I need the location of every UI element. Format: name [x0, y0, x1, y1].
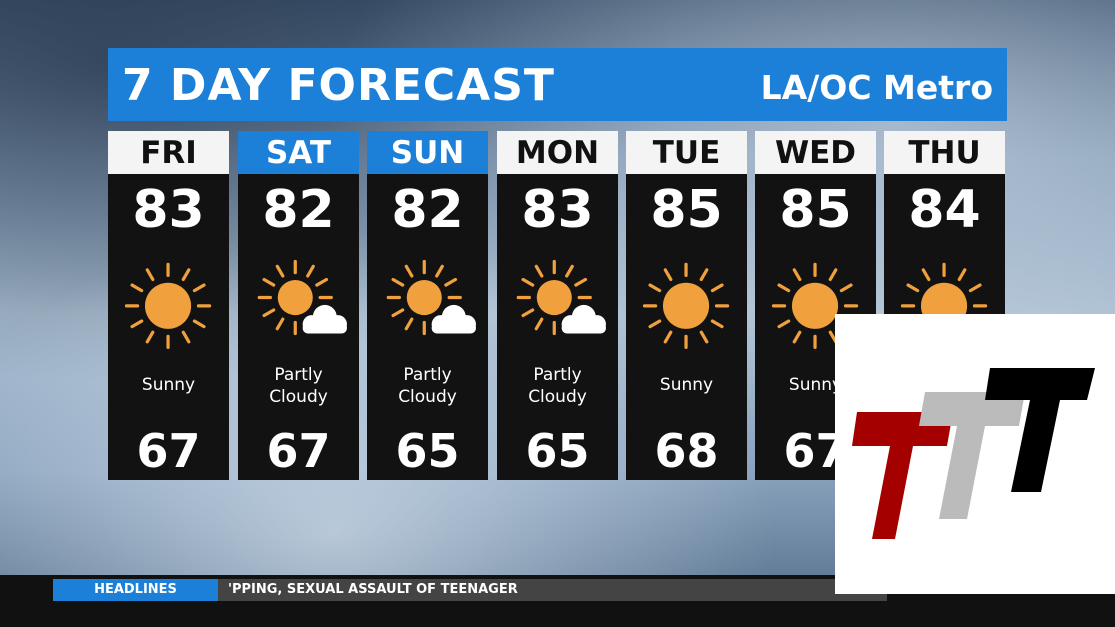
day-label: SUN: [367, 131, 488, 174]
condition-text: Partly Cloudy: [528, 365, 587, 407]
day-column: SUN 82 Partly Cloudy 65: [367, 131, 488, 480]
low-temp: 67: [266, 424, 331, 478]
ttt-logo: [835, 314, 1115, 594]
day-column: FRI 83 Sunny 67: [108, 131, 229, 480]
condition-text: Sunny: [788, 375, 843, 395]
ticker-text: 'PPING, SEXUAL ASSAULT OF TEENAGER: [218, 579, 887, 601]
partly-cloudy-icon: [386, 259, 476, 336]
high-temp: 83: [521, 180, 594, 240]
day-column: MON 83 Partly Cloudy 65: [497, 131, 618, 480]
sun-icon: [771, 262, 859, 350]
sun-icon: [642, 262, 730, 350]
low-temp: 68: [654, 424, 719, 478]
sun-icon: [124, 262, 212, 350]
low-temp: 65: [525, 424, 590, 478]
condition-text: Sunny: [659, 375, 714, 395]
day-label: THU: [884, 131, 1005, 174]
low-temp: 67: [136, 424, 201, 478]
low-temp: 65: [395, 424, 460, 478]
partly-cloudy-icon: [516, 259, 606, 336]
day-panel: 83 Sunny 67: [108, 174, 229, 480]
day-label: MON: [497, 131, 618, 174]
high-temp: 85: [779, 180, 852, 240]
high-temp: 82: [262, 180, 335, 240]
forecast-header: 7 DAY FORECAST LA/OC Metro: [108, 48, 1007, 121]
ticker-label: HEADLINES: [53, 579, 218, 601]
day-label: WED: [755, 131, 876, 174]
high-temp: 83: [132, 180, 205, 240]
condition-text: Partly Cloudy: [398, 365, 457, 407]
day-label: SAT: [238, 131, 359, 174]
day-label: TUE: [626, 131, 747, 174]
partly-cloudy-icon: [257, 259, 347, 336]
day-column: TUE 85 Sunny 68: [626, 131, 747, 480]
high-temp: 82: [391, 180, 464, 240]
page-title: 7 DAY FORECAST: [122, 60, 555, 111]
day-column: SAT 82 Partly Cloudy 67: [238, 131, 359, 480]
day-panel: 85 Sunny 68: [626, 174, 747, 480]
condition-text: Partly Cloudy: [269, 365, 328, 407]
day-panel: 82 Partly Cloudy 67: [238, 174, 359, 480]
day-panel: 82 Partly Cloudy 65: [367, 174, 488, 480]
high-temp: 85: [650, 180, 723, 240]
day-panel: 83 Partly Cloudy 65: [497, 174, 618, 480]
region-label: LA/OC Metro: [760, 68, 993, 107]
high-temp: 84: [908, 180, 981, 240]
day-label: FRI: [108, 131, 229, 174]
condition-text: Sunny: [141, 375, 196, 395]
